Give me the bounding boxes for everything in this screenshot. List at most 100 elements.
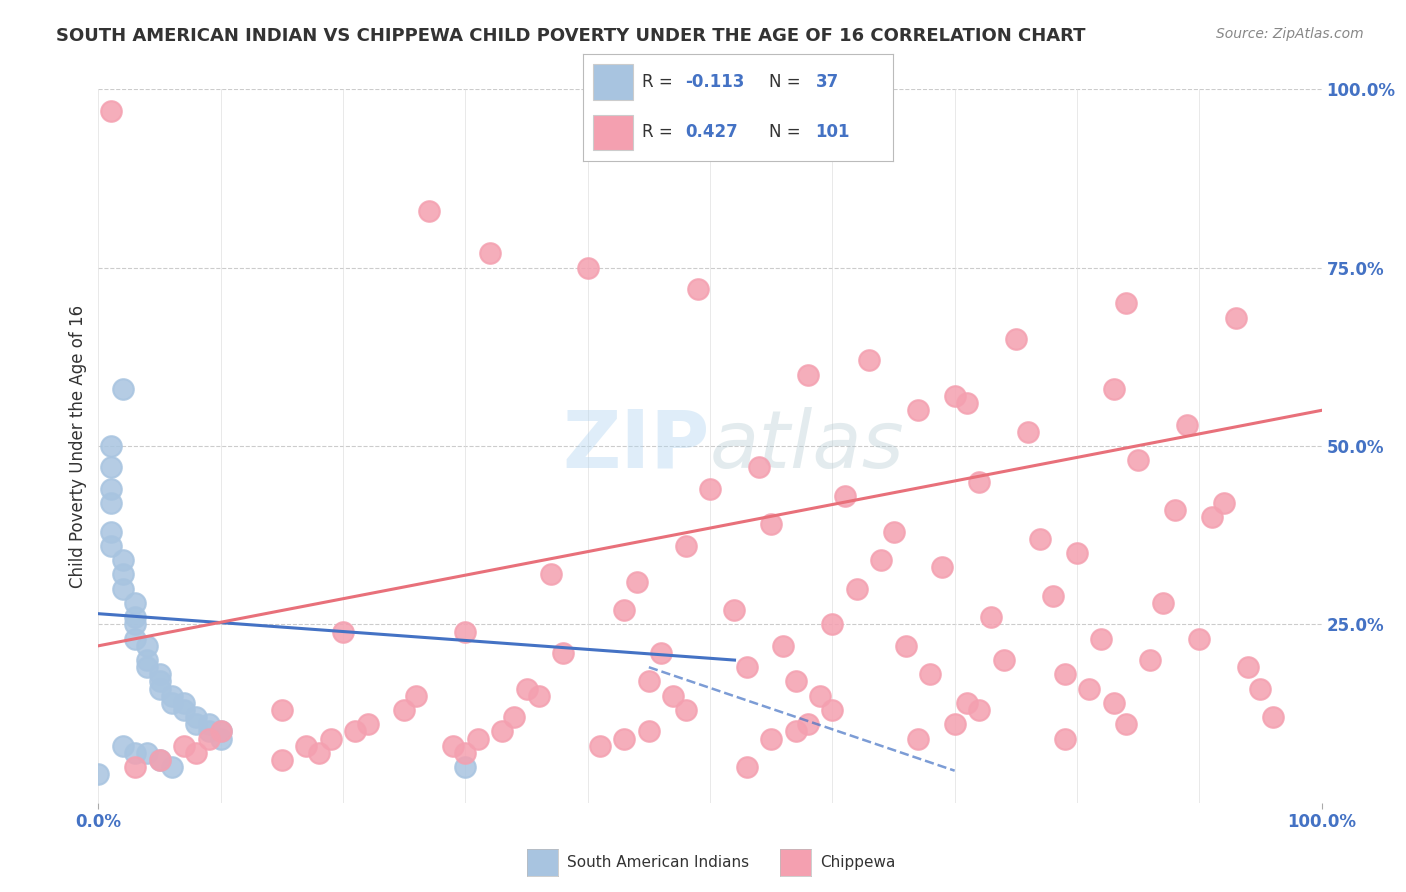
Point <box>662 689 685 703</box>
Bar <box>593 114 633 150</box>
Point <box>1188 632 1211 646</box>
Point <box>503 710 526 724</box>
Point <box>454 746 477 760</box>
Point <box>686 282 709 296</box>
Point <box>967 703 990 717</box>
Point <box>160 696 183 710</box>
Point <box>808 689 831 703</box>
Point <box>136 746 159 760</box>
Point <box>834 489 856 503</box>
Point <box>883 524 905 539</box>
Point <box>111 382 134 396</box>
Point <box>894 639 917 653</box>
Point <box>124 632 146 646</box>
Point <box>209 731 232 746</box>
Point <box>1029 532 1052 546</box>
Point <box>1017 425 1039 439</box>
Point <box>1066 546 1088 560</box>
Point <box>149 667 172 681</box>
Point <box>626 574 648 589</box>
Point <box>124 760 146 774</box>
Point <box>785 724 807 739</box>
Point <box>650 646 672 660</box>
Text: SOUTH AMERICAN INDIAN VS CHIPPEWA CHILD POVERTY UNDER THE AGE OF 16 CORRELATION : SOUTH AMERICAN INDIAN VS CHIPPEWA CHILD … <box>56 27 1085 45</box>
Point <box>761 731 783 746</box>
Point <box>111 567 134 582</box>
Point <box>1004 332 1026 346</box>
Point <box>1212 496 1234 510</box>
Point <box>870 553 893 567</box>
Point <box>1249 681 1271 696</box>
Text: 101: 101 <box>815 123 851 141</box>
Y-axis label: Child Poverty Under the Age of 16: Child Poverty Under the Age of 16 <box>69 304 87 588</box>
Point <box>149 753 172 767</box>
Point <box>723 603 745 617</box>
Point <box>943 389 966 403</box>
Point <box>735 660 758 674</box>
Point <box>858 353 880 368</box>
Point <box>613 603 636 617</box>
Point <box>149 753 172 767</box>
Point <box>1102 696 1125 710</box>
Point <box>956 696 979 710</box>
Point <box>197 717 219 731</box>
Point <box>527 689 550 703</box>
Point <box>186 717 208 731</box>
Point <box>1225 310 1247 325</box>
Point <box>186 746 208 760</box>
Point <box>1139 653 1161 667</box>
Point <box>980 610 1002 624</box>
Text: atlas: atlas <box>710 407 905 485</box>
Text: Chippewa: Chippewa <box>820 855 896 870</box>
Point <box>454 760 477 774</box>
Text: N =: N = <box>769 73 806 91</box>
Point <box>441 739 464 753</box>
Point <box>1152 596 1174 610</box>
Text: -0.113: -0.113 <box>686 73 745 91</box>
Point <box>467 731 489 746</box>
Point <box>124 596 146 610</box>
Text: 0.427: 0.427 <box>686 123 738 141</box>
Point <box>173 739 195 753</box>
Point <box>967 475 990 489</box>
Point <box>993 653 1015 667</box>
Point <box>100 482 122 496</box>
Point <box>1164 503 1187 517</box>
Text: ZIP: ZIP <box>562 407 710 485</box>
Point <box>638 674 661 689</box>
Point <box>1128 453 1150 467</box>
Point <box>186 710 208 724</box>
Point <box>344 724 367 739</box>
Text: 37: 37 <box>815 73 839 91</box>
Point <box>772 639 794 653</box>
Point <box>797 368 820 382</box>
Point <box>124 746 146 760</box>
Point <box>100 103 122 118</box>
Point <box>491 724 513 739</box>
Text: N =: N = <box>769 123 806 141</box>
Point <box>675 539 697 553</box>
Point <box>699 482 721 496</box>
Point <box>418 203 440 218</box>
Point <box>392 703 416 717</box>
Point <box>100 439 122 453</box>
Point <box>136 653 159 667</box>
Point <box>675 703 697 717</box>
Point <box>478 246 501 260</box>
Point <box>589 739 612 753</box>
Point <box>748 460 770 475</box>
Point <box>136 660 159 674</box>
Point <box>1053 731 1076 746</box>
Point <box>1053 667 1076 681</box>
Point <box>124 610 146 624</box>
Point <box>356 717 378 731</box>
Point <box>111 739 134 753</box>
Point <box>553 646 575 660</box>
Point <box>149 681 172 696</box>
Point <box>209 724 232 739</box>
Point <box>173 703 195 717</box>
Point <box>1115 717 1137 731</box>
Point <box>160 689 183 703</box>
Point <box>149 674 172 689</box>
Point <box>845 582 868 596</box>
